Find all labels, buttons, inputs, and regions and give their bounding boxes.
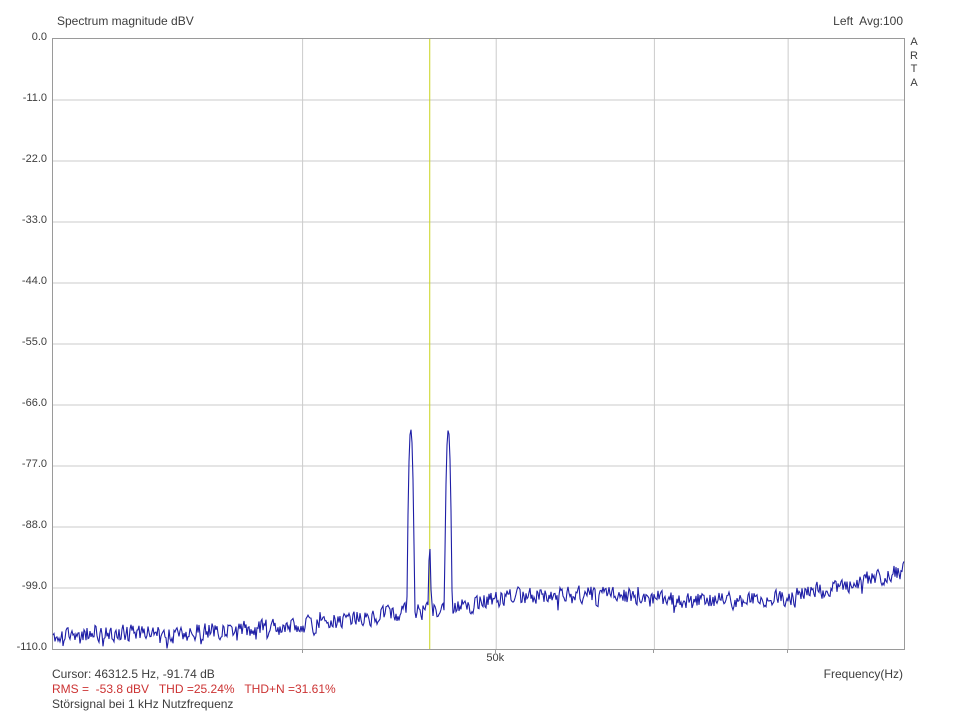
spectrum-plot-canvas[interactable] [52, 39, 905, 649]
y-tick-label: 0.0 [31, 31, 47, 43]
channel-average-info: Left Avg:100 [833, 14, 903, 28]
y-tick-label: -99.0 [21, 580, 47, 592]
x-tick-mark [787, 649, 789, 653]
rms-thd-readout: RMS = -53.8 dBV THD =25.24% THD+N =31.61… [52, 682, 336, 696]
x-axis-title: Frequency(Hz) [823, 667, 903, 681]
arta-logo-letter: A [910, 36, 918, 48]
arta-logo-letter: A [910, 76, 918, 89]
y-tick-label: -44.0 [21, 275, 47, 287]
y-tick-label: -110.0 [16, 641, 47, 653]
arta-logo-letter: T [910, 63, 918, 75]
x-tick-mark [495, 649, 497, 653]
measurement-note: Störsignal bei 1 kHz Nutzfrequenz [52, 697, 234, 711]
cursor-readout: Cursor: 46312.5 Hz, -91.74 dB [52, 667, 215, 681]
y-tick-label: -88.0 [21, 519, 47, 531]
y-tick-label: -55.0 [21, 336, 47, 348]
y-tick-label: -33.0 [21, 214, 47, 226]
y-tick-label: -22.0 [21, 153, 47, 165]
spectrum-plot-area[interactable] [52, 38, 905, 650]
y-tick-label: -66.0 [21, 397, 47, 409]
x-tick-mark [301, 649, 303, 653]
plot-title: Spectrum magnitude dBV [57, 14, 194, 28]
y-tick-label: -11.0 [22, 92, 47, 104]
arta-logo-letter: R [910, 49, 918, 62]
x-tick-mark [653, 649, 655, 653]
spectrum-trace [52, 429, 905, 649]
y-tick-label: -77.0 [21, 458, 47, 470]
x-tick-label-50k: 50k [486, 652, 505, 664]
